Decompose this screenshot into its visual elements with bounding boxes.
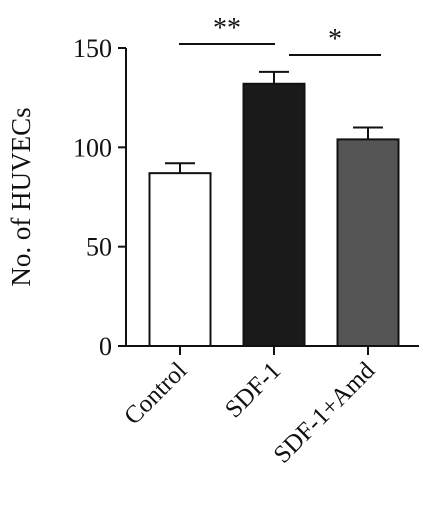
significance-label: * [328, 24, 342, 55]
y-tick-label: 50 [86, 233, 112, 262]
y-axis-label: No. of HUVECs [6, 107, 36, 286]
y-tick-label: 0 [99, 332, 112, 361]
significance-label: ** [213, 13, 241, 44]
bar-sdf-1 [242, 82, 306, 347]
x-category-label: SDF-1+Amd [269, 357, 381, 469]
y-tick-label: 150 [73, 34, 112, 63]
x-category-label: Control [119, 357, 192, 430]
y-tick-label: 100 [73, 133, 112, 162]
x-category-label: SDF-1 [220, 357, 286, 423]
bar-control [148, 172, 212, 347]
bar-sdf-1-amd [336, 138, 400, 347]
